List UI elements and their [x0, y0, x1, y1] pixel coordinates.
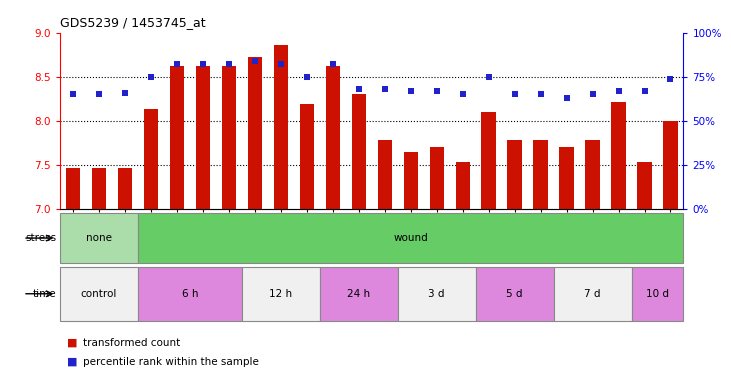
- Text: ■: ■: [67, 338, 77, 348]
- Text: 24 h: 24 h: [347, 289, 371, 299]
- Point: [457, 91, 469, 98]
- Bar: [377, 141, 392, 209]
- Text: 10 d: 10 d: [646, 289, 669, 299]
- Point: [535, 91, 547, 98]
- Text: transformed count: transformed count: [83, 338, 181, 348]
- Point: [379, 86, 390, 92]
- Bar: [398, 267, 476, 321]
- Point: [171, 61, 183, 68]
- Bar: [404, 152, 418, 209]
- Text: 5 d: 5 d: [507, 289, 523, 299]
- Point: [561, 95, 572, 101]
- Bar: [559, 147, 574, 209]
- Bar: [242, 267, 319, 321]
- Bar: [144, 109, 158, 209]
- Bar: [248, 57, 262, 209]
- Point: [93, 91, 105, 98]
- Bar: [482, 112, 496, 209]
- Bar: [637, 162, 651, 209]
- Point: [613, 88, 624, 94]
- Bar: [319, 267, 398, 321]
- Point: [664, 76, 676, 82]
- Text: stress: stress: [25, 233, 56, 243]
- Bar: [273, 45, 288, 209]
- Bar: [632, 267, 683, 321]
- Bar: [60, 213, 138, 263]
- Point: [145, 74, 156, 80]
- Bar: [118, 168, 132, 209]
- Bar: [300, 104, 314, 209]
- Bar: [352, 94, 366, 209]
- Point: [275, 61, 287, 68]
- Point: [482, 74, 494, 80]
- Text: time: time: [33, 289, 56, 299]
- Bar: [221, 66, 236, 209]
- Text: 12 h: 12 h: [269, 289, 292, 299]
- Point: [249, 58, 261, 64]
- Bar: [455, 162, 470, 209]
- Text: 6 h: 6 h: [181, 289, 198, 299]
- Bar: [138, 267, 242, 321]
- Text: 3 d: 3 d: [428, 289, 445, 299]
- Point: [587, 91, 599, 98]
- Point: [223, 61, 235, 68]
- Text: none: none: [86, 233, 112, 243]
- Bar: [138, 213, 683, 263]
- Bar: [325, 66, 340, 209]
- Point: [431, 88, 442, 94]
- Point: [197, 61, 208, 68]
- Bar: [92, 168, 106, 209]
- Text: control: control: [80, 289, 117, 299]
- Bar: [507, 141, 522, 209]
- Bar: [553, 267, 632, 321]
- Point: [301, 74, 313, 80]
- Point: [639, 88, 651, 94]
- Text: wound: wound: [393, 233, 428, 243]
- Bar: [66, 168, 80, 209]
- Text: GDS5239 / 1453745_at: GDS5239 / 1453745_at: [60, 16, 205, 29]
- Text: ■: ■: [67, 357, 77, 367]
- Text: percentile rank within the sample: percentile rank within the sample: [83, 357, 260, 367]
- Bar: [476, 267, 553, 321]
- Bar: [430, 147, 444, 209]
- Bar: [196, 66, 210, 209]
- Bar: [60, 267, 138, 321]
- Point: [119, 89, 131, 96]
- Point: [509, 91, 520, 98]
- Bar: [611, 101, 626, 209]
- Point: [67, 91, 79, 98]
- Point: [353, 86, 365, 92]
- Bar: [586, 141, 599, 209]
- Point: [327, 61, 338, 68]
- Text: 7 d: 7 d: [584, 289, 601, 299]
- Point: [405, 88, 417, 94]
- Bar: [663, 121, 678, 209]
- Bar: [534, 141, 548, 209]
- Bar: [170, 66, 184, 209]
